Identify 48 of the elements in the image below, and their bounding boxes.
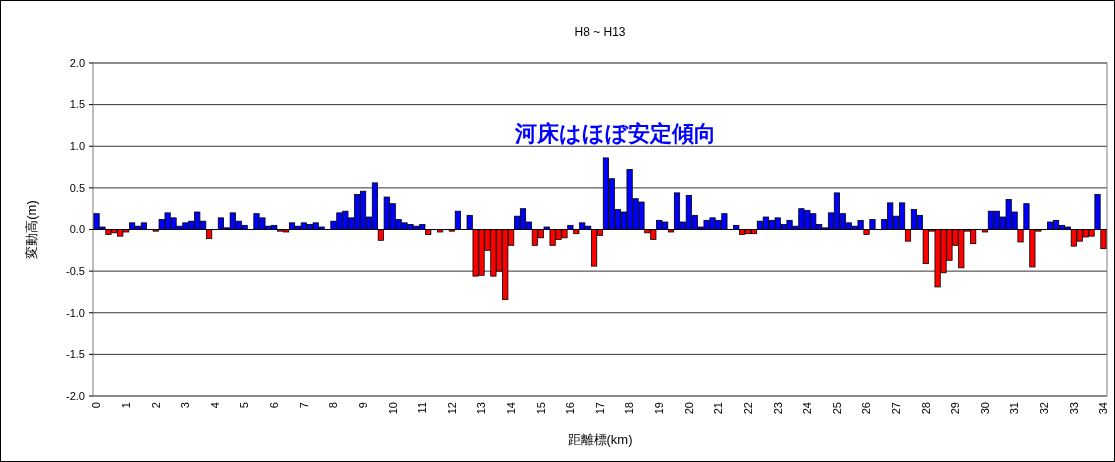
y-tick-label: 1.0 [69, 140, 85, 153]
x-tick-label: 16 [564, 402, 577, 415]
x-tick-label: 20 [682, 402, 695, 415]
y-tick-label: 0.0 [69, 223, 85, 236]
x-tick-label: 25 [830, 402, 843, 415]
x-tick-label: 18 [623, 402, 636, 415]
x-tick-label: 21 [712, 402, 725, 415]
x-tick-label: 32 [1038, 402, 1051, 415]
x-tick-label: 26 [860, 402, 873, 415]
chart-title: H8 ~ H13 [574, 25, 626, 39]
x-tick-label: 34 [1097, 402, 1110, 415]
x-tick-label: 6 [268, 402, 281, 409]
x-tick-label: 8 [327, 402, 340, 409]
x-tick-label: 10 [386, 402, 399, 415]
x-tick-label: 1 [120, 402, 133, 409]
x-tick-label: 3 [179, 402, 192, 409]
x-tick-label: 17 [593, 402, 606, 415]
x-tick-label: 23 [771, 402, 784, 415]
y-tick-label: 1.5 [69, 98, 85, 111]
x-tick-label: 7 [297, 402, 310, 409]
x-tick-label: 27 [889, 402, 902, 415]
x-tick-label: 12 [445, 402, 458, 415]
x-tick-label: 30 [978, 402, 991, 415]
y-tick-label: -1.5 [66, 348, 85, 361]
y-tick-label: -2.0 [66, 389, 85, 402]
x-tick-label: 29 [949, 402, 962, 415]
x-tick-label: 24 [801, 402, 814, 415]
y-axis-title: 変動高(m) [24, 200, 39, 259]
x-tick-label: 2 [149, 402, 162, 409]
x-tick-label: 15 [534, 402, 547, 415]
y-tick-label: 0.5 [69, 181, 85, 194]
x-tick-label: 33 [1067, 402, 1080, 415]
x-tick-label: 13 [475, 402, 488, 415]
x-axis-title: 距離標(km) [567, 432, 633, 447]
x-tick-label: 5 [238, 402, 251, 409]
y-tick-label: 2.0 [69, 56, 85, 69]
annotation: 河床はほぼ安定傾向 [513, 121, 716, 146]
x-tick-label: 14 [505, 402, 518, 415]
x-tick-label: 19 [653, 402, 666, 415]
x-tick-label: 31 [1008, 402, 1021, 415]
y-tick-label: -1.0 [66, 306, 85, 319]
x-tick-label: 9 [356, 402, 369, 409]
x-tick-label: 11 [416, 402, 429, 414]
y-tick-label: -0.5 [66, 264, 85, 277]
x-tick-label: 0 [90, 402, 103, 409]
x-tick-label: 22 [741, 402, 754, 415]
x-tick-label: 4 [208, 402, 221, 409]
x-tick-label: 28 [919, 402, 932, 415]
